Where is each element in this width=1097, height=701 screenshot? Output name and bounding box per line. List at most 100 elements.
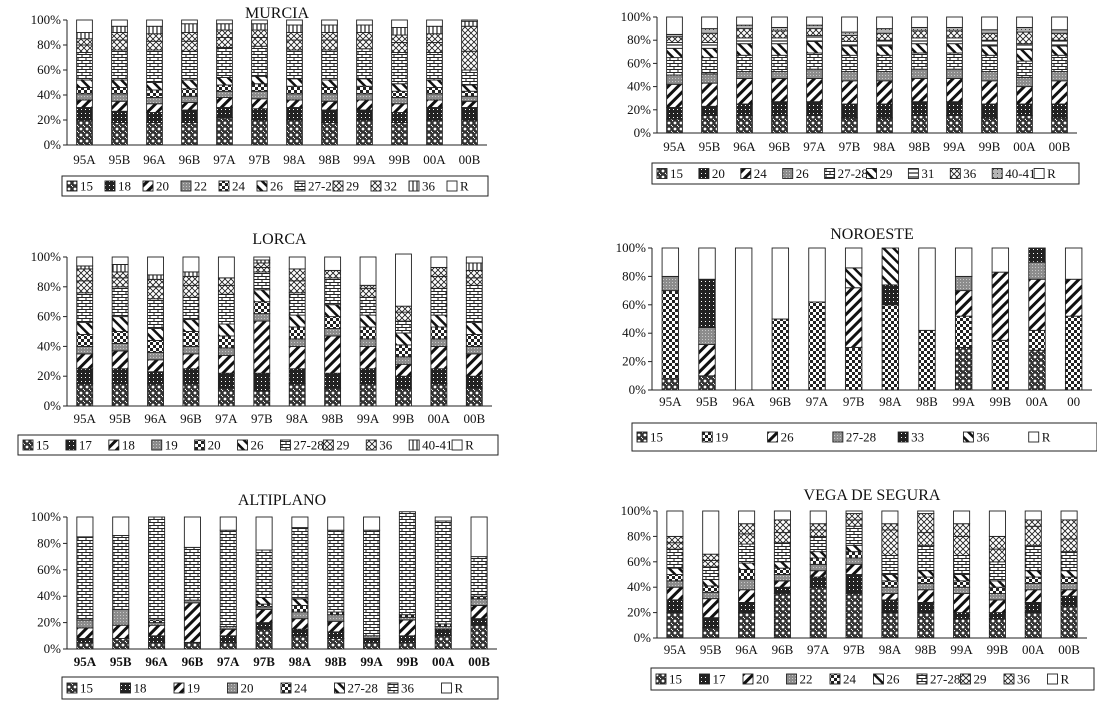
bar-segment-96B-24 — [773, 567, 791, 575]
legend-swatch-26 — [256, 180, 268, 192]
bar-segment-95A-29 — [76, 280, 94, 294]
x-tick-label: 00A — [423, 152, 446, 167]
bar-segment-98A-32 — [286, 32, 303, 41]
bar-segment-98B-24 — [917, 576, 935, 584]
bar-segment-98B-31 — [911, 37, 928, 45]
legend-label: 20 — [241, 681, 254, 696]
bar-segment-00B-15 — [470, 624, 488, 650]
bar-segment-98B-26 — [321, 79, 338, 88]
legend-label: 19 — [715, 430, 728, 445]
bar-segment-95A-36 — [666, 36, 683, 43]
bar-segment-96A-R — [146, 19, 163, 27]
bar-segment-95A-R — [76, 19, 93, 33]
bar-segment-95A-15 — [666, 612, 684, 639]
bar-segment-00A-27-28 — [1016, 60, 1033, 78]
legend-label: 15 — [36, 438, 49, 453]
bar-segment-00A-29 — [1024, 525, 1042, 546]
bar-segment-98B-29 — [324, 269, 342, 279]
bar-segment-99A-36 — [953, 523, 971, 537]
bar-segment-97B-24 — [251, 83, 268, 92]
bar-segment-96B-36 — [773, 519, 791, 534]
y-tick-label: 60% — [37, 562, 61, 577]
bar-segment-00B-R — [461, 19, 478, 22]
bar-segment-99A-18 — [363, 637, 381, 643]
bar-segment-99A-36 — [946, 30, 963, 39]
bar-segment-95A-26 — [666, 74, 683, 85]
x-tick-label: 98B — [322, 411, 344, 426]
bar-segment-95B-24 — [702, 585, 720, 593]
legend-swatch-27-28 — [334, 682, 345, 694]
legend-swatch-R — [1028, 431, 1040, 443]
bar-segment-00A-26 — [430, 314, 448, 328]
legend-swatch-R — [1033, 168, 1045, 179]
bar-segment-97A-20 — [217, 335, 235, 349]
legend-swatch-20 — [142, 180, 154, 192]
bar-segment-98A-15 — [291, 635, 309, 650]
y-tick-label: 100% — [31, 509, 62, 524]
bar-segment-00B-29 — [465, 277, 483, 286]
chart-panel-vega-de-segura: VEGA DE SEGURA 0% 20% 40% 60% 80% 100% 95A 95B 96… — [621, 487, 1095, 691]
bar-segment-98A-26 — [876, 71, 893, 82]
bar-segment-00B-27-28 — [1051, 54, 1068, 72]
bar-segment-98B-27-28 — [324, 277, 342, 306]
bar-segment-99A-15 — [954, 346, 973, 391]
bar-segment-00B-27-28 — [465, 284, 483, 324]
bar-segment-00A-24 — [1024, 576, 1042, 584]
bar-segment-95B-36 — [701, 32, 718, 43]
bar-segment-98A-18 — [286, 107, 303, 121]
legend-swatch-27-28 — [824, 168, 836, 179]
bar-segment-95B-29 — [702, 560, 720, 568]
bar-segment-00B-17 — [1060, 595, 1078, 607]
bar-segment-97B-26 — [841, 71, 858, 82]
bar-segment-99B-18 — [398, 635, 416, 643]
bar-segment-98A-36 — [286, 24, 303, 33]
bar-segment-96B-R — [771, 247, 790, 320]
bar-segment-99A-R — [946, 16, 963, 28]
bar-segment-97B-22 — [845, 557, 863, 565]
bar-segment-00B-18 — [461, 107, 478, 121]
bar-segment-97B-27-28 — [255, 597, 273, 605]
legend-swatch-36 — [365, 439, 377, 451]
bar-segment-99A-17 — [359, 368, 377, 385]
bar-segment-95A-18 — [76, 637, 94, 643]
bar-segment-99A-29 — [356, 39, 373, 50]
bar-segment-98B-R — [917, 510, 935, 514]
legend-label: R — [1047, 166, 1056, 181]
legend: 15 17 18 19 20 26 27-28 29 36 40-41 R — [17, 434, 499, 456]
bar-segment-95B-20 — [111, 100, 128, 112]
bar-segment-00B-15 — [1060, 605, 1078, 639]
legend-swatch-15 — [655, 673, 667, 685]
bar-segment-98B-15 — [321, 122, 338, 146]
chart-panel-altiplano: ALTIPLANO 0% 20% 40% 60% 80% 100% 95A 95B 96A 96B 9… — [31, 492, 499, 700]
bar-segment-00A-36 — [1024, 519, 1042, 527]
bar-segment-00A-27-28 — [1024, 544, 1042, 572]
bar-segment-96B-26 — [182, 319, 200, 332]
x-tick-label: 97A — [215, 411, 238, 426]
bar-segment-96B-20 — [182, 331, 200, 347]
bar-segment-95A-20 — [76, 99, 93, 108]
bar-segment-96A-20 — [738, 589, 756, 603]
bar-segment-00B-20 — [461, 100, 478, 108]
bar-segment-97B-36 — [255, 549, 273, 598]
bar-segment-97B-15 — [255, 628, 273, 650]
legend-label: 36 — [976, 430, 990, 445]
bar-segment-95A-26 — [76, 79, 93, 88]
legend-label: 27-28 — [838, 166, 868, 181]
bar-segment-96A-27-28 — [738, 543, 756, 564]
bar-segment-96B-26 — [773, 561, 791, 569]
legend-label: 40-41 — [422, 438, 452, 453]
bar-segment-97A-36 — [219, 529, 237, 628]
bar-segment-96B-R — [771, 16, 788, 28]
bar-segment-97B-18 — [251, 108, 268, 121]
bar-segment-96A-19 — [148, 624, 166, 637]
bar-segment-97A-22 — [809, 563, 827, 572]
bar-segment-00A-20 — [430, 326, 448, 340]
legend-swatch-33 — [897, 431, 909, 443]
bar-segment-96A-26 — [147, 328, 164, 341]
y-tick-label: 20% — [37, 112, 61, 127]
bar-segment-98B-18 — [324, 335, 342, 374]
bar-segment-95B-27-28 — [111, 286, 129, 318]
bar-segment-97A-19 — [219, 628, 237, 637]
bar-segment-95A-29 — [666, 542, 684, 550]
bar-segment-00A-36 — [434, 520, 452, 625]
